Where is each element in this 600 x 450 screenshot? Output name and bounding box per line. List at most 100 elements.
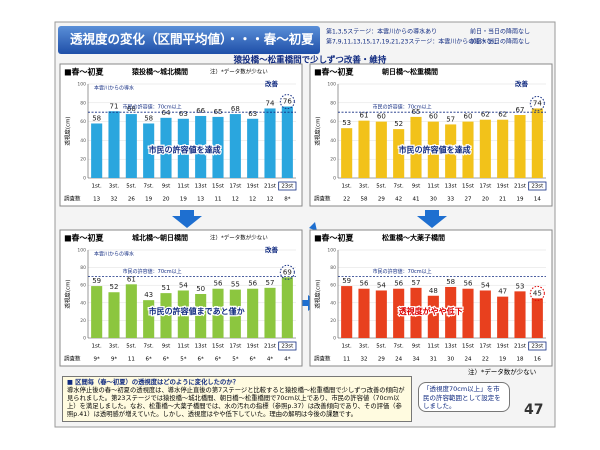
inflow-label: 本雲川からの導水 <box>94 85 134 92</box>
value-label: 58 <box>446 278 455 286</box>
bar <box>212 116 224 178</box>
panel-title: 城北橋～朝日橋間 <box>132 233 188 242</box>
bar <box>410 116 422 178</box>
x-tick-label: 23st <box>531 344 544 350</box>
highlight-label: 改善 <box>515 79 529 88</box>
bar <box>497 119 509 178</box>
y-tick-label: 40 <box>80 138 86 144</box>
value-label: 48 <box>429 287 438 295</box>
highlight-circle <box>279 94 295 110</box>
footnote: 注）*データ数が少ない <box>468 368 537 376</box>
value-label: 61 <box>360 112 369 120</box>
bar <box>91 286 103 338</box>
count: 14 <box>534 197 541 203</box>
bar <box>393 129 405 178</box>
highlight-label: 改善 <box>265 245 279 254</box>
x-tick-label: 13st <box>445 184 458 190</box>
count: 19 <box>517 197 524 203</box>
bar <box>108 292 120 338</box>
x-tick-label: 1st. <box>92 344 103 350</box>
count: 19 <box>180 197 187 203</box>
y-tick-label: 60 <box>80 119 86 125</box>
note: 前日・当日の降雨なし <box>470 38 530 46</box>
summary-body: 導水停止後の春～初夏の透視度は、導水停止直後の第7ステージと比較すると猿投橋～松… <box>67 387 405 418</box>
y-tick-label: 60 <box>330 119 336 125</box>
value-label: 47 <box>498 288 507 296</box>
value-label: 63 <box>179 110 188 118</box>
x-tick-label: 17st <box>229 184 242 190</box>
bar <box>462 288 474 338</box>
value-label: 54 <box>377 281 386 289</box>
bubble: 「透視度70cm以上」を市民の許容範囲として設定をしました。 <box>418 382 510 412</box>
value-label: 52 <box>110 283 119 291</box>
count: 30 <box>447 357 454 363</box>
value-label: 58 <box>92 114 101 122</box>
subtitle: 猿投橋～松重橋間で少しずつ改善・維持 <box>233 55 387 66</box>
counts-label: 調査数 <box>314 355 331 363</box>
annotation: 市民の許容値まであと僅か <box>149 306 245 316</box>
value-label: 74 <box>266 99 275 107</box>
x-tick-label: 13st <box>195 344 208 350</box>
count: 11 <box>215 197 222 203</box>
bar <box>91 123 103 178</box>
y-tick-label: 0 <box>83 336 86 342</box>
x-tick-label: 15st <box>462 344 475 350</box>
count: 4* <box>267 357 273 363</box>
count: 31 <box>430 357 437 363</box>
note: 第1,3,5ステージ：本雲川からの導水あり <box>326 28 437 36</box>
bar <box>125 284 137 338</box>
bar <box>514 291 526 338</box>
value-label: 57 <box>446 115 455 123</box>
value-label: 64 <box>162 109 171 117</box>
bar <box>143 300 155 338</box>
bar <box>341 286 353 338</box>
y-tick-label: 40 <box>330 300 336 306</box>
arrow <box>172 210 202 228</box>
bar <box>160 117 172 178</box>
count: 32 <box>361 357 368 363</box>
y-tick-label: 0 <box>333 336 336 342</box>
title-bar <box>58 26 320 54</box>
value-label: 56 <box>464 280 473 288</box>
note: 注）*データ数が少ない <box>210 68 268 76</box>
count: 24 <box>465 357 472 363</box>
count: 29 <box>378 357 385 363</box>
count: 41 <box>413 197 420 203</box>
bar <box>479 119 491 178</box>
count: 13 <box>93 197 100 203</box>
count: 32 <box>111 197 118 203</box>
count: 16 <box>534 357 541 363</box>
count: 6* <box>198 357 204 363</box>
y-tick-label: 0 <box>333 176 336 182</box>
count: 19 <box>499 357 506 363</box>
panel-title: 松重橋～大薬子橋間 <box>382 233 445 242</box>
note: 前日・当日の降雨なし <box>470 28 530 36</box>
x-tick-label: 1st. <box>92 184 103 190</box>
value-label: 76 <box>283 98 292 106</box>
value-label: 68 <box>127 105 136 113</box>
value-label: 56 <box>394 280 403 288</box>
bar <box>497 296 509 338</box>
x-tick-label: 5st. <box>376 344 387 350</box>
bar <box>341 128 353 178</box>
y-axis-label: 透視度(cm) <box>314 279 322 308</box>
value-label: 45 <box>533 289 542 297</box>
bar <box>229 114 241 178</box>
bar <box>177 290 189 338</box>
count: 6* <box>146 357 152 363</box>
y-tick-label: 100 <box>327 248 336 254</box>
value-label: 63 <box>248 110 257 118</box>
threshold-label: 市民の許容値：70cm以上 <box>373 268 432 275</box>
x-tick-label: 19st <box>247 344 260 350</box>
bar <box>531 298 543 338</box>
highlight-box <box>278 181 297 191</box>
summary: ■ 区間毎（春～初夏）の透視度はどのように変化したのか？ 導水停止後の春～初夏の透… <box>62 376 412 422</box>
value-label: 55 <box>231 281 240 289</box>
count: 8* <box>284 197 290 203</box>
arrow <box>417 210 447 228</box>
value-label: 60 <box>377 113 386 121</box>
bar <box>445 124 457 178</box>
y-tick-label: 40 <box>330 138 336 144</box>
bar <box>143 123 155 178</box>
y-tick-label: 20 <box>330 318 336 324</box>
